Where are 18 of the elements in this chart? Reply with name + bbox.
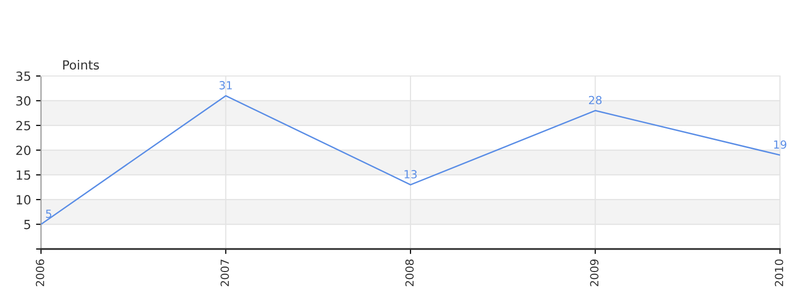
y-tick-label: 15	[16, 170, 30, 180]
y-tick-label: 5	[24, 220, 30, 230]
y-tick-label: 10	[16, 195, 30, 204]
y-tick-label: 35	[16, 71, 30, 81]
data-label: 31	[220, 81, 232, 90]
y-tick-label: 20	[16, 146, 30, 156]
data-label: 28	[588, 96, 602, 104]
y-axis-title: Points	[63, 60, 99, 70]
data-label: 13	[404, 170, 417, 178]
data-label: 19	[774, 140, 786, 149]
x-tick-label: 2006	[36, 259, 44, 286]
y-tick-label: 30	[16, 96, 30, 106]
data-label: 5	[46, 210, 52, 218]
y-tick-label: 25	[16, 120, 30, 130]
x-tick-label: 2010	[774, 259, 784, 286]
x-tick-label: 2009	[590, 260, 598, 286]
x-tick-label: 2008	[405, 259, 414, 286]
x-tick-label: 2007	[220, 260, 229, 286]
